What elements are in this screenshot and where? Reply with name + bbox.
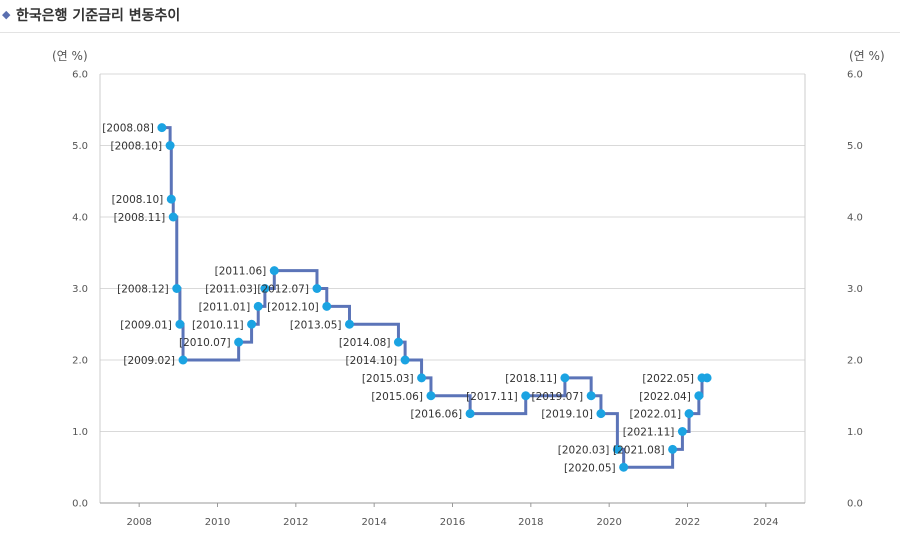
y-tick-label-right: 3.0: [847, 284, 863, 295]
data-label: [2011.01]: [199, 301, 251, 313]
data-point: [312, 284, 322, 293]
data-point: [165, 141, 175, 150]
data-label: [2010.07]: [179, 337, 231, 349]
y-tick-label-left: 1.0: [72, 427, 88, 438]
data-point: [426, 391, 436, 401]
data-point: [668, 444, 678, 454]
data-label: [2008.10]: [110, 141, 162, 153]
data-point: [393, 337, 403, 347]
data-label: [2008.10]: [112, 194, 164, 206]
data-point: [175, 319, 185, 329]
x-tick-label: 2018: [518, 517, 543, 528]
y-tick-label-right: 0.0: [847, 499, 863, 510]
x-tick-label: 2022: [675, 517, 700, 528]
data-point: [694, 391, 704, 401]
data-label: [2021.08]: [613, 444, 665, 456]
y-tick-label-left: 2.0: [72, 356, 88, 367]
data-label: [2012.10]: [267, 301, 319, 313]
data-label: [2019.10]: [541, 409, 593, 421]
data-label: [2021.11]: [623, 427, 675, 439]
data-point: [269, 266, 279, 276]
y-tick-label-left: 0.0: [72, 499, 88, 510]
data-point: [465, 409, 475, 419]
data-point: [596, 409, 606, 419]
y-tick-label-right: 1.0: [847, 427, 863, 438]
data-label: [2020.03]: [558, 444, 610, 456]
chart-header: ◆ 한국은행 기준금리 변동추이: [0, 0, 900, 33]
y-unit-label-left: (연 %): [52, 49, 88, 63]
data-point: [677, 427, 687, 436]
data-label: [2012.07]: [257, 284, 309, 296]
y-tick-label-left: 3.0: [72, 284, 88, 295]
y-tick-label-right: 4.0: [847, 213, 863, 224]
data-point: [234, 337, 244, 347]
data-point: [260, 284, 270, 293]
data-label: [2011.03]: [205, 284, 257, 296]
data-label: [2015.03]: [362, 373, 414, 385]
data-point: [157, 123, 167, 133]
x-tick-label: 2024: [753, 517, 778, 528]
data-point: [417, 373, 427, 383]
data-point: [166, 194, 176, 204]
data-label: [2020.05]: [564, 462, 616, 474]
data-label: [2018.11]: [505, 373, 557, 385]
data-label: [2017.11]: [466, 391, 518, 403]
data-label: [2008.08]: [102, 123, 154, 135]
data-label: [2022.05]: [642, 373, 694, 385]
data-label: [2008.11]: [114, 212, 166, 224]
y-tick-label-left: 4.0: [72, 213, 88, 224]
data-label: [2022.01]: [629, 409, 681, 421]
y-tick-label-right: 6.0: [847, 70, 863, 81]
data-label: [2013.05]: [290, 319, 342, 331]
data-point: [684, 409, 694, 419]
data-point: [344, 319, 354, 329]
data-label: [2016.06]: [411, 409, 463, 421]
data-point: [168, 212, 178, 222]
chart-title: 한국은행 기준금리 변동추이: [16, 8, 181, 24]
data-label: [2019.07]: [532, 391, 584, 403]
y-unit-label-right: (연 %): [849, 49, 885, 63]
data-label: [2010.11]: [192, 319, 244, 331]
data-point: [253, 301, 263, 311]
diamond-bullet-icon: ◆: [2, 8, 11, 21]
data-point: [521, 391, 531, 401]
data-point: [247, 319, 257, 329]
data-point: [619, 462, 629, 472]
data-label: [2009.02]: [123, 355, 175, 367]
data-label: [2014.10]: [345, 355, 397, 367]
y-tick-label-right: 2.0: [847, 356, 863, 367]
x-tick-label: 2014: [361, 517, 386, 528]
data-label: [2015.06]: [371, 391, 423, 403]
data-label: [2022.04]: [639, 391, 691, 403]
x-tick-label: 2012: [283, 517, 308, 528]
data-label: [2011.06]: [215, 266, 267, 278]
data-label: [2009.01]: [120, 319, 172, 331]
x-tick-label: 2008: [126, 517, 151, 528]
data-label: [2014.08]: [339, 337, 391, 349]
y-tick-label-right: 5.0: [847, 141, 863, 152]
data-point: [586, 391, 596, 401]
data-point: [322, 301, 332, 311]
data-point: [178, 355, 188, 365]
y-tick-label-left: 6.0: [72, 70, 88, 81]
y-tick-label-left: 5.0: [72, 141, 88, 152]
data-point: [400, 355, 410, 365]
data-point: [702, 373, 712, 383]
data-point: [560, 373, 570, 383]
data-point: [612, 444, 622, 454]
x-tick-label: 2020: [596, 517, 621, 528]
data-label: [2008.12]: [117, 284, 169, 296]
x-tick-label: 2010: [205, 517, 230, 528]
x-tick-label: 2016: [440, 517, 465, 528]
data-point: [172, 284, 182, 293]
